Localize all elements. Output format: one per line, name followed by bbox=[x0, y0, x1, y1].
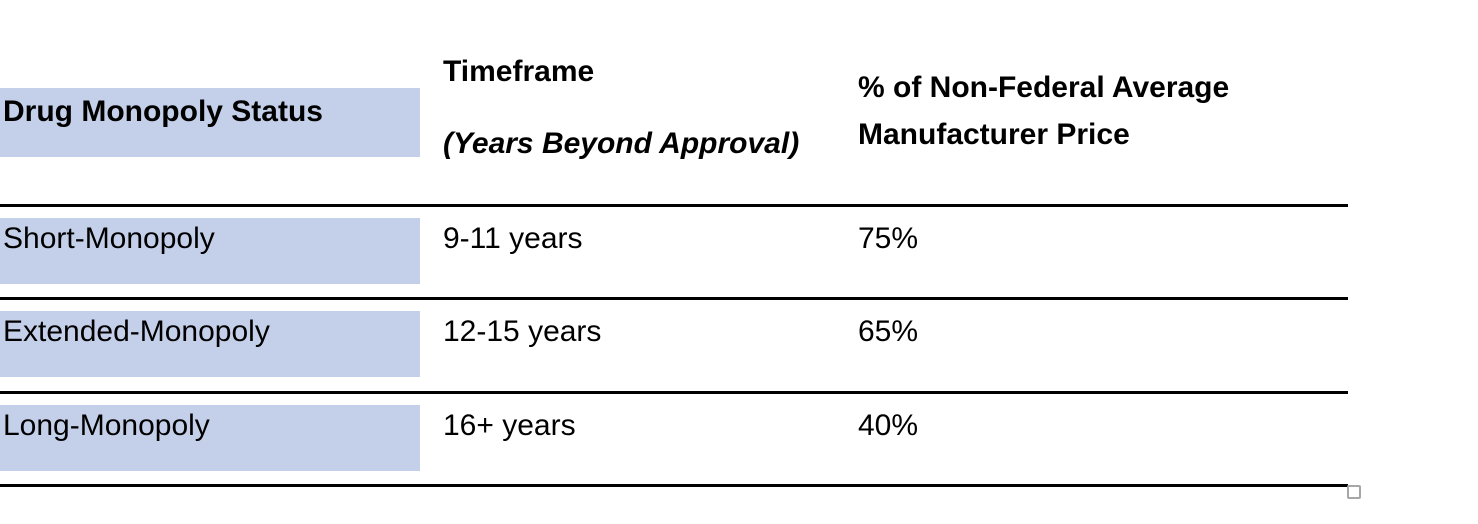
header-timeframe-subtitle[interactable]: (Years Beyond Approval) bbox=[443, 127, 800, 160]
header-timeframe-title[interactable]: Timeframe bbox=[443, 55, 595, 88]
table-row: Long-Monopoly 16+ years 40% bbox=[0, 391, 1478, 484]
table-rule-row1-bottom bbox=[0, 297, 1348, 300]
status-cell[interactable]: Short-Monopoly bbox=[0, 218, 420, 284]
timeframe-cell[interactable]: 12-15 years bbox=[443, 315, 602, 348]
header-cell-drug-monopoly-status[interactable]: Drug Monopoly Status bbox=[0, 88, 420, 157]
price-cell[interactable]: 65% bbox=[858, 315, 919, 348]
header-price-line1: % of Non-Federal Average bbox=[858, 71, 1230, 104]
status-cell[interactable]: Long-Monopoly bbox=[0, 405, 420, 471]
header-price-line2: Manufacturer Price bbox=[858, 118, 1130, 151]
price-cell[interactable]: 40% bbox=[858, 409, 919, 442]
table-row: Short-Monopoly 9-11 years 75% bbox=[0, 204, 1478, 297]
table-rule-row2-bottom bbox=[0, 391, 1348, 394]
timeframe-cell[interactable]: 9-11 years bbox=[443, 222, 583, 255]
status-label: Long-Monopoly bbox=[3, 409, 210, 442]
table-row: Extended-Monopoly 12-15 years 65% bbox=[0, 297, 1478, 390]
status-label: Short-Monopoly bbox=[3, 222, 215, 255]
table-resize-handle-icon[interactable] bbox=[1347, 485, 1361, 499]
table-rule-top bbox=[0, 204, 1348, 207]
price-cell[interactable]: 75% bbox=[858, 222, 919, 255]
timeframe-cell[interactable]: 16+ years bbox=[443, 409, 576, 442]
status-label: Extended-Monopoly bbox=[3, 315, 270, 348]
status-cell[interactable]: Extended-Monopoly bbox=[0, 311, 420, 377]
header-status-label: Drug Monopoly Status bbox=[3, 95, 323, 128]
table-rule-bottom bbox=[0, 484, 1348, 487]
header-price-label[interactable]: % of Non-Federal Average Manufacturer Pr… bbox=[858, 64, 1229, 158]
